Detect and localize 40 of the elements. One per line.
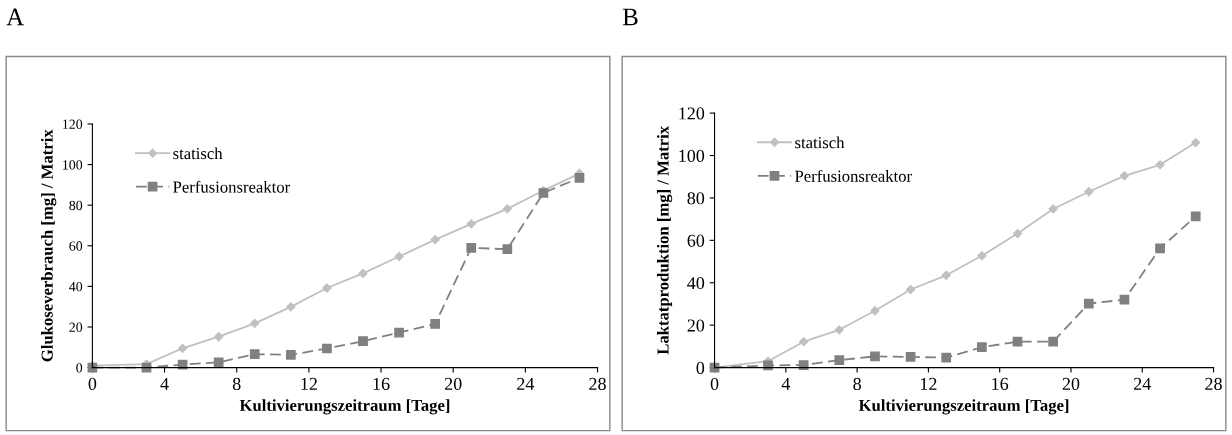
x-tick-label: 0 [88, 377, 97, 390]
y-tick-label: 0 [76, 363, 83, 373]
x-tick-label: 16 [992, 377, 1009, 390]
y-tick-label: 120 [679, 107, 705, 120]
x-tick-label: 28 [1205, 377, 1222, 390]
y-tick-label: 60 [687, 234, 705, 247]
y-tick-label: 80 [69, 200, 83, 211]
y-tick-label: 20 [687, 319, 705, 332]
legend-label: Perfusionsreaktor [795, 169, 912, 182]
x-tick-label: 0 [710, 377, 719, 390]
legend-label: statisch [795, 136, 845, 149]
y-tick-label: 0 [696, 361, 705, 375]
x-tick-label: 28 [589, 377, 606, 390]
x-tick-label: 20 [1062, 377, 1080, 390]
legend-label: Perfusionsreaktor [173, 180, 291, 193]
y-tick-label: 20 [69, 322, 83, 332]
y-axis-title: Glukoseverbrauch [mg] / Matrix [41, 129, 57, 362]
x-tick-label: 24 [517, 377, 535, 390]
x-tick-label: 24 [1134, 377, 1151, 390]
x-axis-title: Kultivierungszeitraum [Tage] [239, 399, 450, 415]
x-axis-title: Kultivierungszeitraum [Tage] [858, 399, 1069, 415]
y-tick-label: 40 [687, 277, 705, 290]
y-tick-label: 40 [69, 281, 83, 292]
y-tick-label: 80 [687, 192, 705, 205]
y-tick-label: 120 [63, 119, 83, 129]
x-tick-label: 8 [232, 377, 241, 390]
chart-title: A [6, 8, 25, 26]
y-axis-title: Laktatproduktion [mg] / Matrix [656, 125, 673, 355]
y-tick-label: 100 [63, 160, 83, 170]
x-tick-label: 8 [853, 377, 861, 390]
x-tick-label: 20 [444, 377, 462, 390]
x-tick-label: 12 [920, 377, 937, 390]
y-tick-label: 60 [69, 241, 83, 251]
x-tick-label: 4 [781, 377, 791, 390]
chart-title: B [622, 8, 638, 26]
x-tick-label: 12 [301, 377, 317, 390]
x-tick-label: 16 [373, 377, 390, 390]
x-tick-label: 4 [160, 377, 169, 390]
y-tick-label: 100 [679, 149, 705, 162]
legend-label: statisch [173, 147, 223, 160]
